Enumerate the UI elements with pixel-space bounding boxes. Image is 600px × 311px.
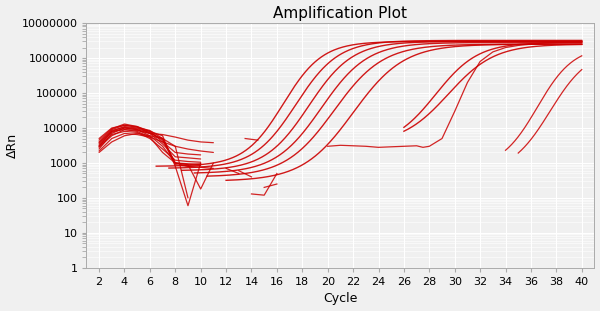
X-axis label: Cycle: Cycle <box>323 292 358 305</box>
Y-axis label: ΔRn: ΔRn <box>5 133 19 158</box>
Title: Amplification Plot: Amplification Plot <box>274 6 407 21</box>
